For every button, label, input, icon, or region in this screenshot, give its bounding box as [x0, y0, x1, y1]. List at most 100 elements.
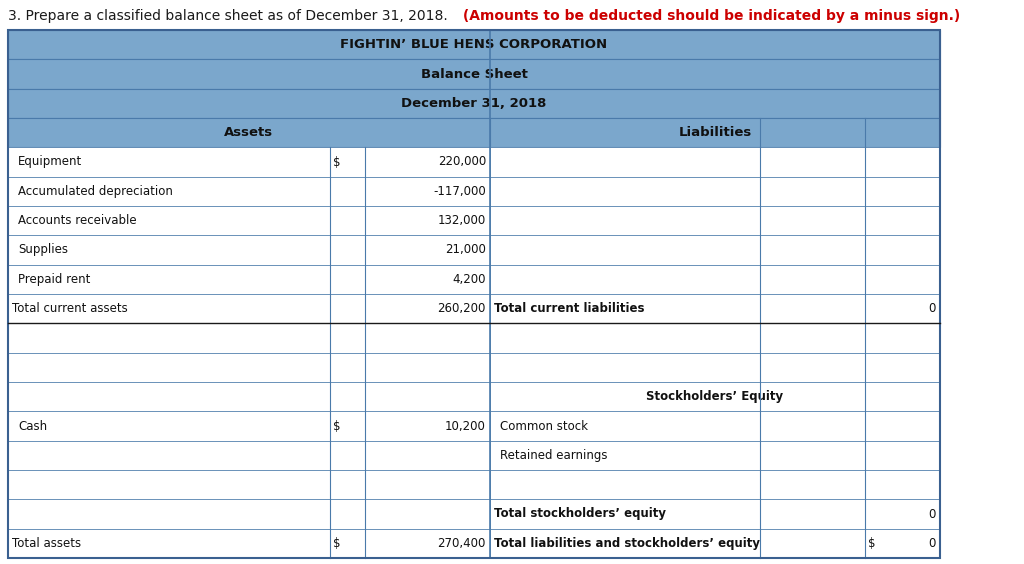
Bar	[365, 265, 490, 294]
Text: $: $	[333, 420, 341, 433]
Bar	[760, 177, 865, 206]
Bar	[490, 323, 760, 352]
Text: Accumulated depreciation: Accumulated depreciation	[18, 185, 173, 198]
Bar	[865, 177, 940, 206]
Bar	[330, 265, 365, 294]
Bar	[760, 206, 865, 235]
Bar	[490, 206, 760, 235]
Bar	[8, 294, 330, 323]
Text: Prepaid rent: Prepaid rent	[18, 273, 90, 286]
Bar	[865, 206, 940, 235]
Bar	[865, 265, 940, 294]
Bar	[330, 323, 365, 352]
Bar	[330, 352, 365, 382]
Bar	[8, 265, 330, 294]
Text: 0: 0	[929, 508, 936, 521]
Bar	[8, 89, 940, 118]
Bar	[760, 323, 865, 352]
Bar	[490, 382, 760, 411]
Bar	[330, 206, 365, 235]
Bar	[365, 411, 490, 440]
Text: Supplies: Supplies	[18, 244, 68, 257]
Bar	[8, 177, 330, 206]
Text: 260,200: 260,200	[437, 302, 486, 315]
Bar	[865, 352, 940, 382]
Bar	[760, 499, 865, 528]
Bar	[8, 499, 330, 528]
Bar	[330, 528, 365, 558]
Bar	[8, 118, 490, 147]
Bar	[760, 235, 865, 265]
Text: Total stockholders’ equity: Total stockholders’ equity	[494, 508, 666, 521]
Bar	[365, 528, 490, 558]
Text: Total liabilities and stockholders’ equity: Total liabilities and stockholders’ equi…	[494, 537, 760, 550]
Bar	[760, 382, 865, 411]
Bar	[865, 382, 940, 411]
Bar	[8, 147, 330, 177]
Bar	[865, 440, 940, 470]
Bar	[490, 440, 760, 470]
Text: Total assets: Total assets	[12, 537, 81, 550]
Bar	[490, 118, 940, 147]
Bar	[8, 323, 330, 352]
Text: 21,000: 21,000	[445, 244, 486, 257]
Bar	[365, 147, 490, 177]
Text: Equipment: Equipment	[18, 156, 82, 169]
Bar	[330, 440, 365, 470]
Bar	[8, 352, 330, 382]
Bar	[490, 499, 760, 528]
Bar	[8, 206, 330, 235]
Text: FIGHTIN’ BLUE HENS CORPORATION: FIGHTIN’ BLUE HENS CORPORATION	[340, 38, 607, 51]
Text: 3. Prepare a classified balance sheet as of December 31, 2018.: 3. Prepare a classified balance sheet as…	[8, 9, 447, 23]
Bar	[760, 294, 865, 323]
Text: Retained earnings: Retained earnings	[500, 449, 607, 462]
Text: Total current liabilities: Total current liabilities	[494, 302, 644, 315]
Bar	[365, 382, 490, 411]
Bar	[330, 382, 365, 411]
Bar	[490, 294, 760, 323]
Bar	[365, 177, 490, 206]
Bar	[865, 528, 940, 558]
Bar	[8, 440, 330, 470]
Text: 270,400: 270,400	[437, 537, 486, 550]
Bar	[760, 470, 865, 499]
Bar	[8, 30, 940, 59]
Text: Balance Sheet: Balance Sheet	[421, 68, 527, 81]
Bar	[760, 411, 865, 440]
Text: Stockholders’ Equity: Stockholders’ Equity	[646, 390, 783, 403]
Bar	[490, 147, 760, 177]
Bar	[760, 528, 865, 558]
Bar	[365, 206, 490, 235]
Bar	[330, 294, 365, 323]
Bar	[490, 470, 760, 499]
Bar	[330, 470, 365, 499]
Bar	[865, 470, 940, 499]
Text: Total current assets: Total current assets	[12, 302, 128, 315]
Bar	[490, 177, 760, 206]
Bar	[330, 147, 365, 177]
Text: Liabilities: Liabilities	[678, 126, 752, 139]
Bar	[760, 147, 865, 177]
Bar	[490, 528, 760, 558]
Bar	[8, 528, 330, 558]
Bar	[365, 294, 490, 323]
Bar	[865, 323, 940, 352]
Bar	[365, 323, 490, 352]
Bar	[490, 352, 760, 382]
Bar	[365, 499, 490, 528]
Text: Common stock: Common stock	[500, 420, 588, 433]
Text: $: $	[333, 156, 341, 169]
Bar	[8, 235, 330, 265]
Text: (Amounts to be deducted should be indicated by a minus sign.): (Amounts to be deducted should be indica…	[458, 9, 961, 23]
Bar	[365, 470, 490, 499]
Bar	[760, 352, 865, 382]
Bar	[865, 411, 940, 440]
Bar	[8, 382, 330, 411]
Bar	[330, 411, 365, 440]
Text: December 31, 2018: December 31, 2018	[401, 97, 547, 110]
Bar	[865, 147, 940, 177]
Text: 220,000: 220,000	[437, 156, 486, 169]
Bar	[760, 440, 865, 470]
Bar	[865, 235, 940, 265]
Bar	[8, 59, 940, 89]
